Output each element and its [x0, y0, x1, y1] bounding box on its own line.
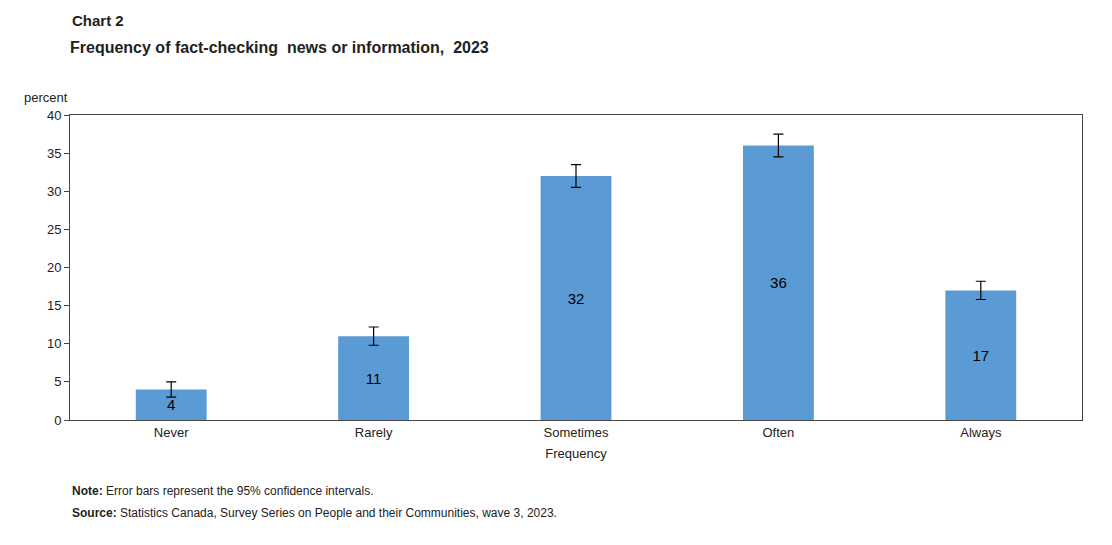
svg-text:11: 11	[366, 370, 382, 387]
svg-text:Rarely: Rarely	[355, 425, 393, 440]
svg-text:Note: Error bars represent the: Note: Error bars represent the 95% confi…	[72, 484, 373, 498]
svg-text:percent: percent	[24, 90, 68, 105]
svg-text:25: 25	[47, 222, 61, 237]
svg-text:Source: Statistics Canada, Sur: Source: Statistics Canada, Survey Series…	[72, 506, 557, 520]
svg-text:Always: Always	[960, 425, 1002, 440]
svg-text:5: 5	[54, 374, 61, 389]
svg-text:Sometimes: Sometimes	[543, 425, 609, 440]
svg-text:10: 10	[47, 336, 61, 351]
svg-text:Frequency of fact-checking ne: Frequency of fact-checking news or infor…	[70, 39, 489, 56]
svg-text:32: 32	[568, 290, 585, 307]
svg-text:0: 0	[54, 413, 61, 428]
svg-text:36: 36	[770, 274, 787, 291]
svg-text:Chart 2: Chart 2	[72, 12, 124, 29]
svg-text:4: 4	[167, 396, 175, 413]
svg-text:17: 17	[972, 347, 989, 364]
svg-text:35: 35	[47, 146, 61, 161]
svg-text:Never: Never	[154, 425, 189, 440]
svg-text:40: 40	[47, 108, 61, 123]
svg-text:Frequency: Frequency	[545, 446, 607, 461]
svg-text:30: 30	[47, 184, 61, 199]
svg-text:20: 20	[47, 260, 61, 275]
svg-text:Often: Often	[763, 425, 795, 440]
svg-text:15: 15	[47, 298, 61, 313]
